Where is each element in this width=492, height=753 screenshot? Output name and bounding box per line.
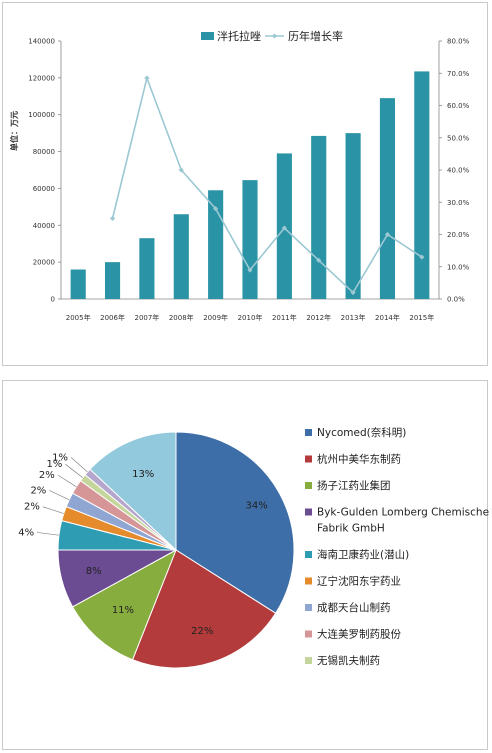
- pie-legend-label: 扬子江药业集团: [317, 479, 391, 492]
- slice-label: 1%: [52, 452, 68, 463]
- y2-tick-label: 40.0%: [447, 167, 470, 175]
- growth-point: [384, 231, 391, 238]
- slice-label: 4%: [18, 527, 34, 538]
- slice-label: 11%: [112, 605, 134, 616]
- y-tick-label: 60000: [33, 185, 55, 193]
- bar-2009年: [208, 190, 224, 299]
- pie-chart: 34%22%11%8%4%2%2%2%1%1%13%Nycomed(奈科明)杭州…: [18, 426, 489, 669]
- legend-line-marker: [272, 33, 277, 39]
- x-tick-label: 2008年: [169, 313, 194, 322]
- pie-legend-label: 辽宁沈阳东宇药业: [317, 575, 401, 588]
- growth-point: [178, 167, 184, 173]
- growth-point: [350, 289, 356, 296]
- pie-legend-swatch: [305, 429, 312, 436]
- y2-tick-label: 70.0%: [447, 70, 470, 78]
- pie-legend-label: 无锡凯夫制药: [317, 654, 380, 667]
- x-tick-label: 2010年: [238, 313, 263, 322]
- x-tick-label: 2014年: [375, 313, 400, 322]
- pie-legend-swatch: [305, 508, 312, 516]
- growth-point: [109, 215, 116, 221]
- x-tick-label: 2013年: [341, 313, 366, 322]
- y-tick-label: 120000: [28, 74, 55, 82]
- growth-point: [281, 225, 287, 231]
- bar-2010年: [242, 180, 258, 299]
- x-tick-label: 2012年: [306, 313, 331, 322]
- bar-2005年: [70, 269, 86, 299]
- pie-legend-label-line: Fabrik GmbH: [317, 523, 385, 535]
- y-tick-label: 100000: [28, 111, 55, 119]
- pie-legend-label: 成都天台山制药: [317, 601, 391, 614]
- x-tick-label: 2006年: [100, 313, 125, 322]
- slice-label: 13%: [132, 469, 154, 480]
- slice-label: 8%: [86, 566, 102, 577]
- growth-point: [144, 75, 150, 81]
- pie-legend-swatch: [305, 630, 312, 638]
- y2-tick-label: 10.0%: [447, 263, 470, 271]
- x-tick-label: 2015年: [409, 313, 434, 322]
- pie-legend-swatch: [305, 604, 312, 611]
- growth-point: [247, 267, 253, 273]
- bar-2015年: [414, 71, 430, 300]
- legend-bar-label: 泮托拉唑: [217, 29, 261, 43]
- slice-label: 2%: [30, 485, 46, 496]
- growth-point: [316, 257, 322, 263]
- pie-slice-1: [131, 549, 277, 669]
- y-tick-label: 140000: [28, 38, 55, 46]
- growth-line: [111, 75, 423, 294]
- slice-leader-line: [70, 457, 88, 473]
- growth-point: [419, 254, 425, 260]
- combo-chart-panel: 0 20000 40000 60000 80000 100000 120000 140000 0…: [2, 2, 488, 366]
- slice-leader-line: [57, 474, 77, 488]
- bar-2006年: [104, 262, 121, 299]
- x-tick-label: 2011年: [272, 313, 297, 322]
- bar-2014年: [379, 98, 396, 299]
- y-tick-label: 80000: [33, 148, 55, 156]
- pie-slice-2: [71, 548, 177, 661]
- pie-slice-10: [89, 431, 177, 552]
- slice-label: 22%: [191, 626, 213, 637]
- x-tick-label: 2007年: [134, 313, 159, 322]
- bar-2007年: [139, 238, 155, 299]
- y2-tick-label: 60.0%: [447, 102, 470, 110]
- y2-tick-label: 0.0%: [447, 296, 465, 304]
- y-tick-label: 40000: [33, 222, 55, 230]
- y2-tick-label: 50.0%: [447, 134, 470, 142]
- x-tick-label: 2005年: [66, 313, 91, 322]
- slice-leader-line: [37, 532, 59, 536]
- pie-legend-swatch: [305, 551, 312, 558]
- bar-2008年: [173, 214, 189, 299]
- pie-legend-swatch: [305, 577, 312, 585]
- pie-legend-label: 杭州中美华东制药: [317, 453, 401, 466]
- pie-slice-0: [175, 431, 295, 614]
- slice-label: 2%: [24, 502, 40, 513]
- pie-legend-swatch: [305, 657, 312, 664]
- legend-bar-swatch: [201, 32, 214, 40]
- y-tick-label: 20000: [33, 259, 55, 267]
- y2-tick-label: 20.0%: [447, 231, 470, 239]
- pie-legend-label: 大连美罗制药股份: [317, 628, 401, 641]
- slice-leader-line: [65, 463, 83, 478]
- pie-legend-swatch: [305, 455, 312, 463]
- slice-label: 34%: [246, 501, 268, 512]
- pie-chart-panel: 34% 22% 11% 8% 4% 2% 2% 2% 1% 1% 13% Nycomed(奈科明) 杭州…: [2, 380, 489, 750]
- combo-chart: 0 20000 40000 60000 80000 100000 120000 140000 0…: [9, 29, 470, 322]
- slice-leader-line: [49, 490, 70, 501]
- slice-label: 2%: [39, 470, 55, 481]
- growth-point: [213, 206, 219, 212]
- pie-legend-label: 海南卫康药业(潜山): [317, 548, 409, 561]
- pie-legend-label: Nycomed(奈科明): [317, 426, 406, 439]
- legend-line-label: 历年增长率: [288, 29, 343, 43]
- y2-tick-label: 30.0%: [447, 199, 470, 207]
- x-tick-label: 2009年: [203, 313, 228, 322]
- pie-legend-label: Byk-Gulden Lomberg Chemische Fabrik GmbH: [317, 507, 489, 535]
- slice-leader-line: [42, 506, 64, 514]
- y-tick-label: 0: [51, 296, 55, 304]
- pie-legend-label-line: Byk-Gulden Lomberg Chemische: [317, 507, 489, 519]
- y-axis-title: 单位：万元: [9, 111, 19, 151]
- bar-2012年: [311, 135, 327, 299]
- y2-tick-label: 80.0%: [447, 38, 470, 46]
- pie-legend-swatch: [305, 482, 312, 489]
- bar-2013年: [345, 133, 361, 299]
- slice-label: 1%: [47, 459, 63, 470]
